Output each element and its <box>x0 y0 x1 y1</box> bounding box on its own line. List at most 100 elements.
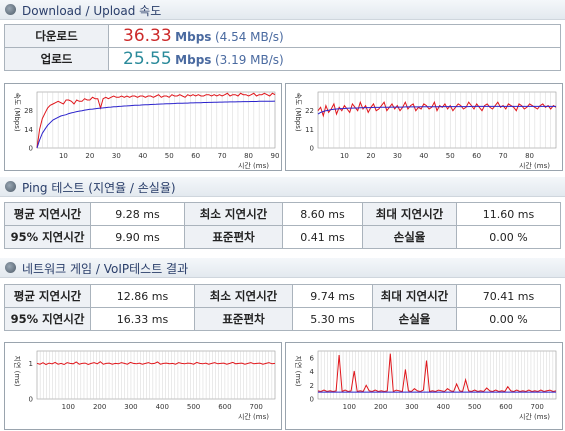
voip-table: 평균 지연시간 12.86 ms 최소 지연시간 9.74 ms 최대 지연시간… <box>4 284 561 331</box>
upload-mbps-value: 25.55 <box>123 49 172 69</box>
x-tick-label: 20 <box>366 152 375 160</box>
x-tick-label: 70 <box>218 152 227 160</box>
voip-loss-label: 손실율 <box>372 307 457 331</box>
x-tick-label: 90 <box>271 152 280 160</box>
x-axis-label: 시간 (ms) <box>519 161 550 170</box>
x-tick-label: 600 <box>499 403 512 411</box>
x-tick-label: 600 <box>218 403 231 411</box>
voip-min-label: 최소 지연시간 <box>194 284 293 308</box>
x-axis-label: 시간 (ms) <box>519 412 550 421</box>
y-tick-label: 14 <box>24 126 33 134</box>
plot-area <box>317 91 557 149</box>
x-tick-label: 80 <box>244 152 253 160</box>
download-mbs: (4.54 MB/s) <box>214 30 284 44</box>
upload-mbps-unit: Mbps <box>175 53 212 67</box>
y-axis-label: 지연 (ms) <box>294 355 303 386</box>
ping-loss-value: 0.00 % <box>456 225 561 249</box>
x-tick-label: 10 <box>340 152 349 160</box>
x-tick-label: 500 <box>468 403 481 411</box>
voip-min-value: 9.74 ms <box>292 284 373 308</box>
ping-p95-value: 9.90 ms <box>90 225 185 249</box>
x-tick-label: 300 <box>124 403 137 411</box>
download-speed-chart: 0 14 28 10 20 30 40 50 60 70 80 90 시간 (ms) 속도 (Mbps) <box>4 83 282 171</box>
x-tick-label: 30 <box>112 152 121 160</box>
upload-label: 업로드 <box>4 47 109 71</box>
upload-row: 업로드 25.55 Mbps (3.19 MB/s) <box>4 47 561 71</box>
y-axis-label: 지연 (ms) <box>13 355 22 386</box>
voip-section-header: 네트워크 게임 / VoIP테스트 결과 <box>0 258 565 278</box>
upload-value-cell: 25.55 Mbps (3.19 MB/s) <box>108 47 561 71</box>
section-bullet-icon <box>5 262 16 273</box>
y-tick-label: 2 <box>310 382 314 390</box>
ping-min-label: 최소 지연시간 <box>184 202 283 226</box>
voip-p95-value: 16.33 ms <box>90 307 195 331</box>
y-tick-label: 6 <box>310 354 315 362</box>
y-tick-label: 0 <box>29 396 33 404</box>
x-tick-label: 500 <box>187 403 200 411</box>
series-line-blue <box>36 100 276 149</box>
x-tick-label: 100 <box>343 403 356 411</box>
voip-avg-value: 12.86 ms <box>90 284 195 308</box>
plot-area <box>36 91 276 149</box>
series-line-red <box>36 92 276 149</box>
x-axis-label: 시간 (ms) <box>238 412 269 421</box>
x-tick-label: 40 <box>138 152 147 160</box>
section-bullet-icon <box>5 181 16 192</box>
x-tick-label: 50 <box>165 152 174 160</box>
series-line-red <box>36 361 276 366</box>
ping-min-value: 8.60 ms <box>282 202 363 226</box>
voip-latency-chart-left: 0 1 100 200 300 400 500 600 700 시간 (ms) 지연 (ms) <box>4 342 282 430</box>
y-tick-label: 0 <box>310 145 314 153</box>
x-tick-label: 700 <box>531 403 544 411</box>
x-tick-label: 20 <box>85 152 94 160</box>
voip-loss-value: 0.00 % <box>456 307 561 331</box>
y-tick-label: 0 <box>29 145 33 153</box>
y-tick-label: 11 <box>305 126 314 134</box>
voip-max-value: 70.41 ms <box>456 284 561 308</box>
x-tick-label: 400 <box>437 403 450 411</box>
y-tick-label: 28 <box>24 107 33 115</box>
y-tick-label: 0 <box>310 396 314 404</box>
y-axis-label: 속도 (Mbps) <box>13 92 21 131</box>
y-axis-label: 속도 (Mbps) <box>294 92 302 131</box>
y-tick-label: 22 <box>305 107 314 115</box>
y-tick-label: 1 <box>29 360 33 368</box>
ping-row: 평균 지연시간 9.28 ms 최소 지연시간 8.60 ms 최대 지연시간 … <box>4 202 561 226</box>
voip-p95-label: 95% 지연시간 <box>4 307 91 331</box>
x-tick-label: 400 <box>156 403 169 411</box>
ping-max-label: 최대 지연시간 <box>362 202 457 226</box>
series-line-red <box>317 100 557 118</box>
voip-row: 평균 지연시간 12.86 ms 최소 지연시간 9.74 ms 최대 지연시간… <box>4 284 561 308</box>
voip-stddev-label: 표준편차 <box>194 307 293 331</box>
voip-stddev-value: 5.30 ms <box>292 307 373 331</box>
ping-max-value: 11.60 ms <box>456 202 561 226</box>
y-tick-label: 4 <box>310 368 315 376</box>
section-title: Ping 테스트 (지연율 / 손실율) <box>22 181 176 195</box>
download-row: 다운로드 36.33 Mbps (4.54 MB/s) <box>4 24 561 48</box>
voip-latency-chart-right: 0 2 4 6 100 200 300 400 500 600 700 시간 (ms) 지연 (ms) <box>285 342 563 430</box>
x-tick-label: 60 <box>472 152 481 160</box>
ping-table: 평균 지연시간 9.28 ms 최소 지연시간 8.60 ms 최대 지연시간 … <box>4 202 561 249</box>
speed-section-header: Download / Upload 속도 <box>0 0 565 20</box>
download-mbps-unit: Mbps <box>175 30 212 44</box>
ping-avg-value: 9.28 ms <box>90 202 185 226</box>
download-value-cell: 36.33 Mbps (4.54 MB/s) <box>108 24 561 48</box>
section-bullet-icon <box>5 4 16 15</box>
x-tick-label: 30 <box>393 152 402 160</box>
x-tick-label: 200 <box>93 403 106 411</box>
x-tick-label: 50 <box>446 152 455 160</box>
section-title: 네트워크 게임 / VoIP테스트 결과 <box>22 262 189 276</box>
x-tick-label: 700 <box>250 403 263 411</box>
ping-p95-label: 95% 지연시간 <box>4 225 91 249</box>
ping-avg-label: 평균 지연시간 <box>4 202 91 226</box>
ping-stddev-value: 0.41 ms <box>282 225 363 249</box>
x-tick-label: 60 <box>191 152 200 160</box>
upload-speed-chart: 0 11 22 10 20 30 40 50 60 70 80 시간 (ms) 속도 (Mbps) <box>285 83 563 171</box>
ping-stddev-label: 표준편차 <box>184 225 283 249</box>
x-tick-label: 200 <box>374 403 387 411</box>
voip-avg-label: 평균 지연시간 <box>4 284 91 308</box>
download-mbps-value: 36.33 <box>123 26 172 46</box>
